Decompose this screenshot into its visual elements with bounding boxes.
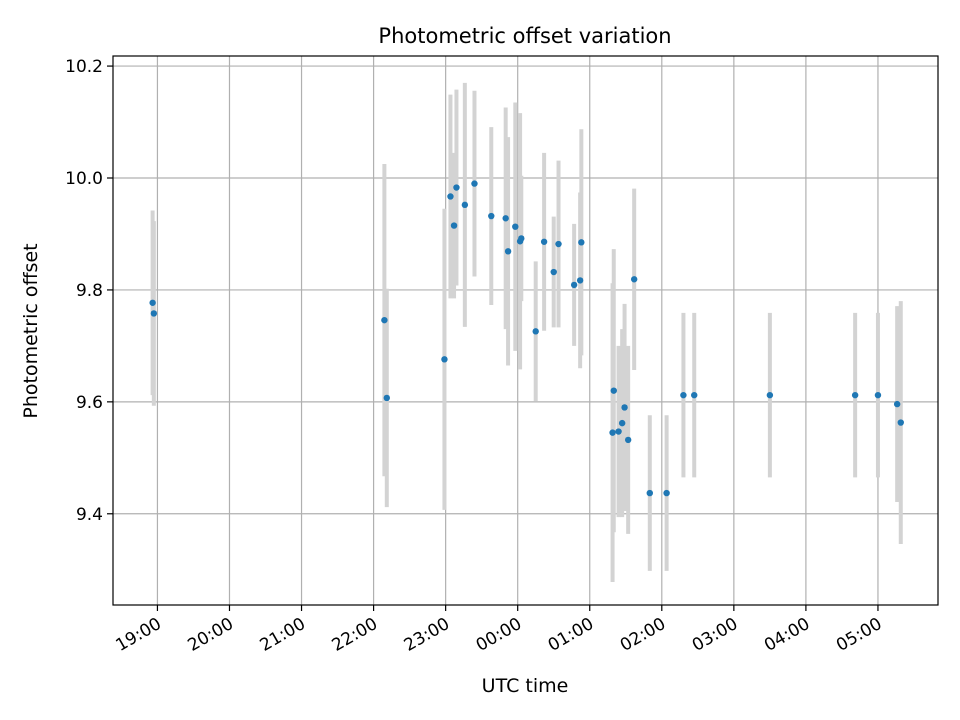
- data-point: [504, 248, 512, 255]
- data-point: [615, 428, 622, 435]
- y-tick-label: 10.0: [65, 169, 103, 189]
- data-point: [550, 268, 557, 276]
- data-point: [851, 391, 859, 399]
- data-point: [383, 394, 390, 402]
- data-point: [540, 238, 548, 245]
- y-tick-label: 9.6: [76, 393, 103, 413]
- data-points: [149, 180, 904, 497]
- data-point: [874, 391, 882, 399]
- plot-frame: [112, 55, 939, 606]
- x-axis-label: UTC time: [482, 675, 569, 697]
- data-point: [488, 212, 495, 220]
- data-point: [502, 215, 509, 222]
- y-axis-ticks: 9.4 9.6 9.8 10.0 10.2: [65, 57, 113, 525]
- data-point: [461, 201, 469, 209]
- data-point: [691, 391, 698, 399]
- data-point: [610, 387, 617, 394]
- data-point: [149, 299, 156, 306]
- data-point: [897, 419, 904, 426]
- data-point: [532, 328, 539, 335]
- data-point: [766, 391, 774, 399]
- data-point: [578, 239, 585, 246]
- y-tick-label: 9.8: [76, 281, 103, 301]
- data-point: [621, 404, 628, 411]
- data-point: [624, 436, 632, 444]
- data-point: [576, 277, 584, 284]
- data-point: [570, 281, 578, 289]
- data-point: [646, 489, 653, 497]
- data-point: [609, 429, 616, 436]
- data-point: [512, 223, 519, 230]
- data-point: [381, 316, 388, 324]
- data-point: [630, 276, 638, 283]
- data-point: [618, 419, 626, 427]
- y-axis-label: Photometric offset: [20, 243, 42, 418]
- data-point: [447, 193, 454, 200]
- data-point: [471, 180, 478, 187]
- data-point: [150, 310, 158, 317]
- chart-title: Photometric offset variation: [378, 24, 671, 48]
- y-tick-label: 10.2: [65, 57, 103, 77]
- data-point: [663, 489, 670, 497]
- data-point: [441, 356, 448, 363]
- data-point: [453, 184, 460, 191]
- data-point: [518, 235, 525, 242]
- data-point: [893, 400, 901, 408]
- y-tick-label: 9.4: [76, 505, 103, 525]
- data-point: [680, 391, 687, 399]
- data-point: [555, 240, 562, 248]
- data-point: [450, 222, 458, 229]
